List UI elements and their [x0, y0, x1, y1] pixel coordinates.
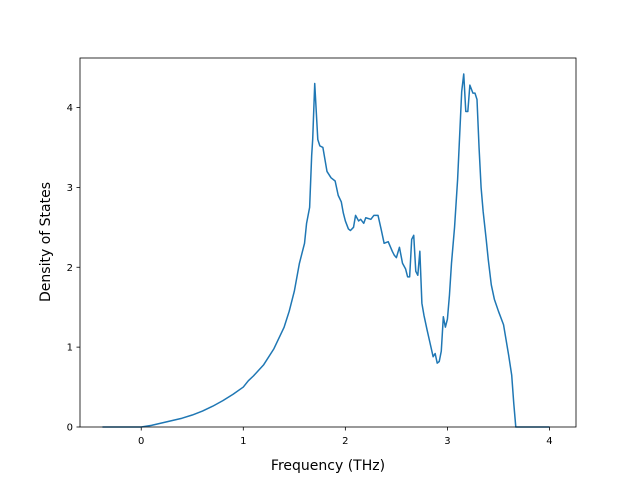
plot-area	[80, 58, 576, 427]
series-layer	[102, 73, 550, 428]
x-tick-label: 3	[444, 436, 450, 447]
y-tick-label: 1	[67, 343, 73, 354]
axes-frame	[79, 57, 577, 428]
y-tick-label: 0	[67, 423, 73, 434]
series-line-0	[102, 73, 550, 428]
y-tick-label: 4	[67, 103, 73, 114]
x-tick-label: 2	[342, 436, 348, 447]
x-axis-label: Frequency (THz)	[271, 458, 385, 474]
x-tick-label: 1	[240, 436, 246, 447]
ticks-layer: 0 1 2 3 4 0 1 2 3 4	[67, 103, 553, 447]
x-tick-label: 0	[138, 436, 144, 447]
x-tick-label: 4	[546, 436, 552, 447]
y-tick-label: 3	[67, 183, 73, 194]
y-axis-label: Density of States	[38, 182, 54, 302]
y-tick-label: 2	[67, 263, 73, 274]
